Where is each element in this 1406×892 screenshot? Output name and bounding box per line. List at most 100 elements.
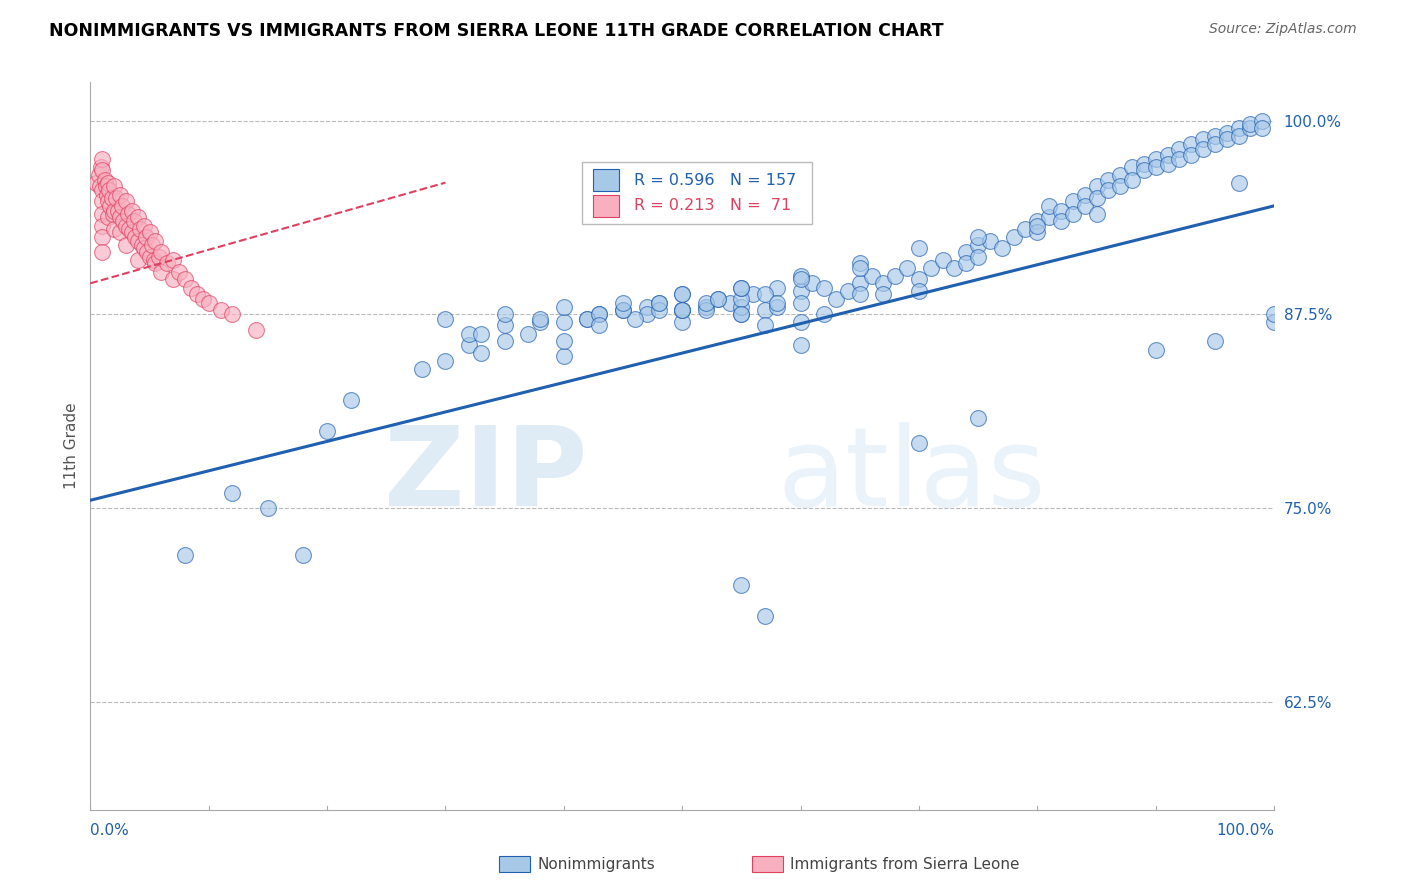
Point bbox=[145, 256, 167, 270]
Point bbox=[292, 548, 315, 562]
Point bbox=[766, 281, 789, 295]
Point bbox=[156, 256, 179, 270]
Point bbox=[730, 292, 752, 306]
Point bbox=[129, 222, 152, 236]
Point bbox=[111, 199, 134, 213]
FancyBboxPatch shape bbox=[582, 162, 813, 224]
Point bbox=[671, 302, 693, 317]
Point bbox=[1156, 157, 1178, 171]
Point bbox=[801, 277, 824, 291]
Point bbox=[576, 312, 599, 326]
Point bbox=[186, 287, 208, 301]
Point bbox=[162, 253, 184, 268]
Point bbox=[1121, 172, 1143, 186]
Point bbox=[114, 219, 136, 233]
Point bbox=[1085, 191, 1108, 205]
Point bbox=[121, 225, 143, 239]
Point bbox=[695, 302, 717, 317]
Point bbox=[108, 225, 131, 239]
Point bbox=[730, 281, 752, 295]
Point bbox=[789, 296, 811, 310]
Point bbox=[91, 183, 114, 197]
Point bbox=[1227, 176, 1250, 190]
Point bbox=[576, 312, 599, 326]
Point bbox=[117, 206, 139, 220]
Point bbox=[647, 302, 669, 317]
Point bbox=[167, 265, 190, 279]
Point bbox=[209, 302, 232, 317]
Point bbox=[671, 287, 693, 301]
Point bbox=[695, 300, 717, 314]
Point bbox=[98, 183, 121, 197]
Point bbox=[967, 230, 990, 244]
Point bbox=[339, 392, 361, 407]
Point bbox=[94, 178, 117, 193]
Point bbox=[91, 245, 114, 260]
Point bbox=[105, 191, 128, 205]
Point bbox=[991, 241, 1014, 255]
Point bbox=[754, 302, 776, 317]
Point bbox=[754, 609, 776, 624]
Point bbox=[1038, 199, 1060, 213]
Point bbox=[1109, 178, 1132, 193]
Point bbox=[1263, 315, 1285, 329]
Point bbox=[529, 315, 551, 329]
Point bbox=[103, 222, 125, 236]
Point bbox=[411, 361, 433, 376]
Point bbox=[1097, 183, 1119, 197]
Point bbox=[1133, 157, 1156, 171]
Point bbox=[517, 327, 540, 342]
Point bbox=[162, 271, 184, 285]
Point bbox=[872, 277, 894, 291]
Point bbox=[118, 222, 141, 236]
Point bbox=[91, 163, 114, 178]
Point bbox=[103, 203, 125, 218]
Point bbox=[1204, 129, 1226, 144]
Point bbox=[1026, 214, 1049, 228]
Point bbox=[1085, 178, 1108, 193]
Point bbox=[1204, 136, 1226, 151]
Point bbox=[789, 268, 811, 283]
Point bbox=[91, 153, 114, 167]
Point bbox=[100, 191, 122, 205]
Point bbox=[221, 307, 243, 321]
Point bbox=[908, 436, 931, 450]
Point bbox=[612, 302, 634, 317]
Point bbox=[1192, 142, 1215, 156]
Point bbox=[920, 260, 942, 275]
Point bbox=[908, 284, 931, 298]
Text: Nonimmigrants: Nonimmigrants bbox=[537, 857, 655, 871]
Point bbox=[150, 245, 173, 260]
Point bbox=[908, 271, 931, 285]
Point bbox=[103, 178, 125, 193]
Point bbox=[122, 214, 145, 228]
Point bbox=[967, 237, 990, 252]
Point bbox=[1227, 121, 1250, 136]
Y-axis label: 11th Grade: 11th Grade bbox=[65, 402, 79, 490]
Point bbox=[730, 307, 752, 321]
Point bbox=[553, 300, 575, 314]
Point bbox=[860, 268, 883, 283]
Point bbox=[1180, 147, 1202, 161]
Point bbox=[245, 323, 267, 337]
Point bbox=[1133, 163, 1156, 178]
Point bbox=[837, 284, 859, 298]
Point bbox=[87, 168, 110, 182]
FancyBboxPatch shape bbox=[593, 194, 620, 217]
Point bbox=[108, 210, 131, 224]
Point bbox=[671, 302, 693, 317]
Point bbox=[97, 210, 120, 224]
Point bbox=[91, 206, 114, 220]
Point bbox=[1085, 206, 1108, 220]
Point bbox=[470, 327, 492, 342]
Point bbox=[754, 318, 776, 333]
Point bbox=[91, 230, 114, 244]
Point bbox=[908, 241, 931, 255]
Point bbox=[1239, 121, 1261, 136]
Point bbox=[1014, 222, 1036, 236]
Point bbox=[96, 188, 118, 202]
Text: R = 0.596   N = 157: R = 0.596 N = 157 bbox=[634, 173, 796, 187]
Point bbox=[257, 501, 280, 516]
Point bbox=[100, 199, 122, 213]
Point bbox=[730, 578, 752, 592]
